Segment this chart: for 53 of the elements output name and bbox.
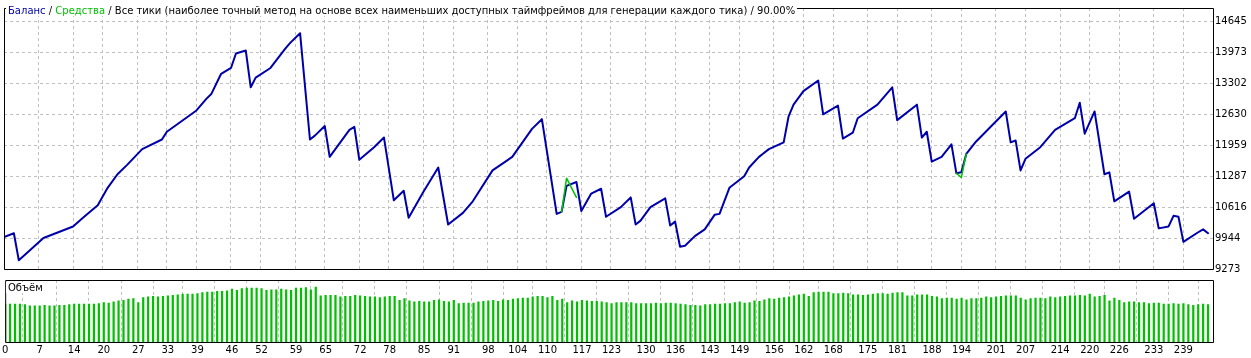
y-tick-label: 11959 [1215,138,1247,150]
x-tick-label: 7 [36,343,43,355]
x-tick-label: 162 [794,343,814,355]
x-tick-label: 46 [225,343,239,355]
x-tick-label: 214 [1050,343,1070,355]
x-tick-label: 143 [700,343,720,355]
y-tick-label: 10616 [1215,200,1247,212]
annotation: / [107,5,113,16]
x-tick-label: 85 [417,343,431,355]
x-tick-label: 175 [858,343,878,355]
y-tick-label: 13302 [1215,77,1247,89]
x-tick-label: 27 [131,343,145,355]
x-tick-label: 33 [161,343,175,355]
text: Баланс [8,5,46,16]
x-tick-label: 117 [572,343,592,355]
x-tick-label: 207 [1016,343,1036,355]
x-tick-label: 20 [97,343,111,355]
x-tick-label: 39 [191,343,204,355]
x-tick-label: 194 [952,343,972,355]
chart-title: Все тики (наиболее точный метод на основе всех наименьших доступных таймфреймов для генерации каждого тика) / 90.00% [114,5,796,16]
x-tick-label: 59 [289,343,303,355]
x-tick-label: 226 [1109,343,1129,355]
x-tick-label: 220 [1080,343,1100,355]
x-tick-label: 156 [764,343,784,355]
x-tick-label: 52 [255,343,268,355]
text: Средства [55,5,106,16]
x-tick-label: 201 [986,343,1006,355]
y-tick-label: 9944 [1215,231,1241,243]
x-tick-label: 188 [922,343,942,355]
x-tick-label: 181 [887,343,908,355]
x-tick-label: 239 [1173,343,1193,355]
x-tick-label: 14 [67,343,81,355]
x-tick-label: 65 [319,343,332,355]
x-tick-label: 110 [537,343,558,355]
x-tick-label: 78 [383,343,397,355]
chart-title: Объём [8,282,43,293]
x-tick-label: 98 [481,343,495,355]
y-tick-label: 13973 [1215,46,1247,58]
y-tick-label: 14645 [1215,15,1247,27]
y-tick-label: 11287 [1215,169,1247,181]
x-tick-label: 104 [508,343,528,355]
x-tick-label: 91 [447,343,461,355]
annotation: / [47,5,54,16]
x-tick-label: 72 [353,343,367,355]
x-tick-label: 168 [823,343,843,355]
x-tick-label: 123 [602,343,622,355]
x-tick-label: 0 [1,343,9,355]
y-tick-label: 12630 [1215,107,1247,119]
x-tick-label: 130 [636,343,656,355]
y-tick-label: 9273 [1215,262,1241,274]
x-tick-label: 149 [730,343,750,355]
x-tick-label: 233 [1144,343,1164,355]
x-tick-label: 136 [666,343,686,355]
